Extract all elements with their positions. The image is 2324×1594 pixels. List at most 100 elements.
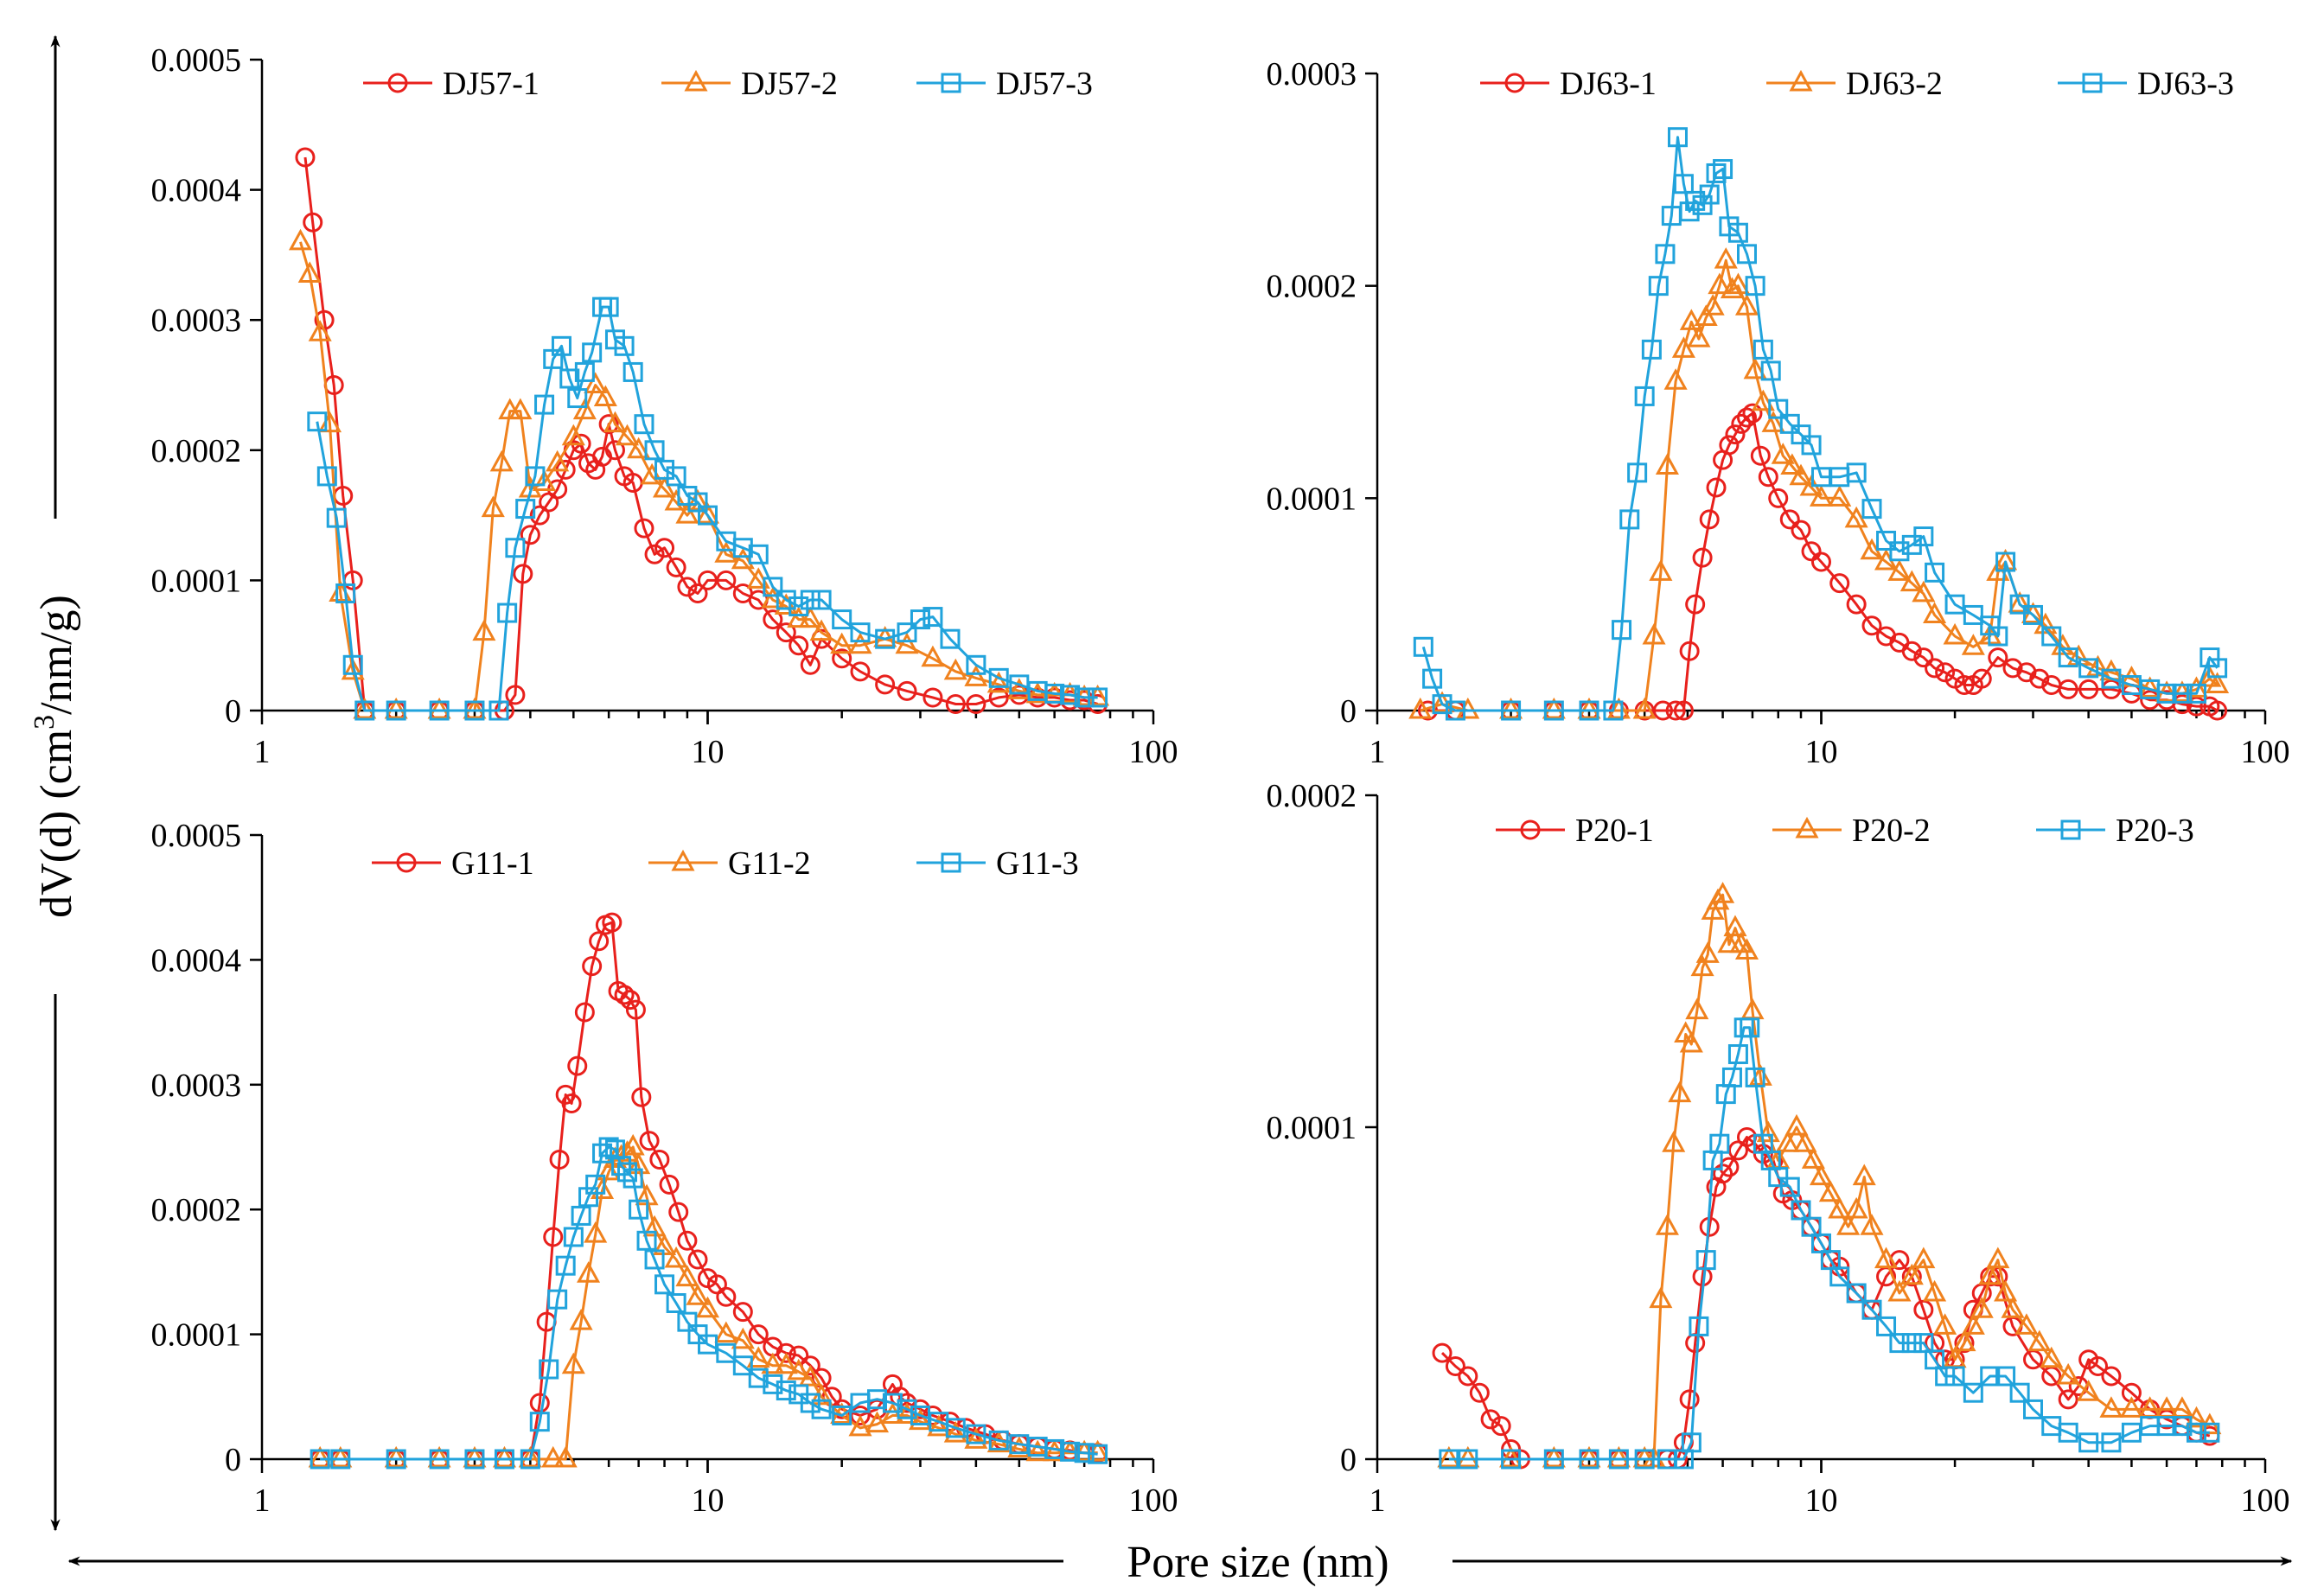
data-point: [505, 685, 526, 705]
data-point: [1901, 1333, 1922, 1354]
legend-label: G11-3: [996, 845, 1079, 882]
data-point: [654, 538, 675, 558]
data-point: [774, 1352, 798, 1374]
series-DJ63-3: [1413, 127, 2228, 721]
data-point: [1723, 915, 1747, 937]
data-point: [1642, 622, 1666, 645]
legend-label: DJ57-2: [741, 66, 838, 102]
data-point: [561, 1093, 582, 1113]
data-point: [649, 1149, 670, 1170]
data-point: [1413, 636, 1433, 657]
data-point: [2040, 1346, 2064, 1368]
data-point: [1791, 1200, 1811, 1221]
data-point: [1913, 526, 1934, 547]
data-point: [621, 1133, 645, 1156]
data-point: [1674, 1021, 1698, 1042]
data-point: [1437, 1445, 1461, 1468]
data-point: [288, 228, 313, 251]
data-point: [966, 1424, 986, 1444]
data-point: [427, 1445, 451, 1468]
data-point: [547, 1289, 568, 1310]
data-point: [897, 680, 917, 701]
data-point: [677, 1311, 698, 1332]
data-point: [666, 466, 686, 487]
data-point: [326, 507, 347, 528]
data-point: [1846, 1283, 1867, 1304]
data-point: [1720, 277, 1744, 299]
data-point: [1060, 1441, 1081, 1462]
data-point: [1734, 294, 1759, 316]
data-point: [1811, 552, 1831, 572]
data-point: [1648, 276, 1669, 296]
data-point: [614, 985, 635, 1005]
data-point: [559, 368, 580, 389]
data-point: [830, 632, 854, 654]
legend-entry: P20-1: [1496, 813, 1654, 849]
data-point: [384, 697, 408, 719]
data-point: [1480, 1409, 1501, 1430]
data-point: [875, 628, 896, 649]
legend-label: P20-2: [1852, 813, 1931, 849]
data-point: [664, 1246, 688, 1268]
data-point: [1913, 1333, 1934, 1354]
data-point: [1779, 1176, 1800, 1197]
data-point: [429, 1449, 450, 1470]
y-tick-label: 0: [1340, 693, 1357, 730]
data-point: [429, 700, 450, 721]
data-point: [1780, 453, 1804, 475]
data-point: [788, 635, 809, 656]
data-point: [666, 1293, 686, 1313]
data-point: [2207, 658, 2228, 679]
x-tick-label: 10: [692, 734, 725, 770]
data-point: [1751, 389, 1775, 411]
data-point: [2170, 1396, 2194, 1418]
series-DJ57-1: [295, 147, 1108, 721]
data-point: [1074, 1443, 1095, 1463]
data-point: [1685, 998, 1709, 1020]
legend-label: P20-3: [2116, 813, 2194, 849]
data-point: [2101, 1366, 2122, 1387]
data-point: [1889, 541, 1910, 562]
data-point: [1422, 668, 1443, 689]
data-point: [1801, 435, 1822, 456]
y-axis-title: dV(d) (cm3/nm/g): [29, 595, 81, 918]
data-point: [1944, 1366, 1965, 1387]
data-point: [2156, 1416, 2177, 1437]
data-point: [622, 1168, 643, 1189]
data-point: [1074, 687, 1095, 708]
data-point: [1745, 276, 1765, 296]
data-point: [644, 1249, 665, 1270]
data-point: [464, 1449, 485, 1470]
data-point: [2200, 1422, 2220, 1443]
data-point: [1655, 244, 1676, 265]
legend-label: DJ57-1: [443, 66, 540, 102]
data-point: [622, 361, 643, 382]
data-point: [800, 654, 820, 675]
data-point: [1649, 1286, 1673, 1309]
x-tick-label: 100: [1129, 734, 1178, 770]
data-point: [731, 1327, 755, 1349]
data-point: [746, 1346, 770, 1368]
data-point: [603, 411, 628, 433]
data-point: [1632, 697, 1657, 719]
data-point: [585, 1174, 606, 1195]
data-point: [1619, 509, 1640, 530]
series-line: [1448, 893, 2211, 1461]
data-point: [529, 1412, 550, 1432]
y-tick-label: 0: [225, 693, 241, 730]
data-point: [329, 1445, 353, 1468]
data-point: [1844, 506, 1868, 528]
data-point: [695, 1296, 720, 1318]
data-point: [1899, 570, 1924, 592]
data-point: [798, 1365, 822, 1387]
data-point: [1501, 1449, 1522, 1470]
data-point: [1758, 467, 1778, 488]
data-point: [1673, 700, 1694, 721]
data-point: [584, 1221, 608, 1243]
data-point: [1445, 700, 1465, 721]
data-point: [539, 1359, 559, 1380]
data-point: [1634, 1449, 1655, 1470]
data-point: [1663, 368, 1688, 390]
data-point: [1995, 1366, 2016, 1387]
data-point: [2041, 626, 2062, 647]
